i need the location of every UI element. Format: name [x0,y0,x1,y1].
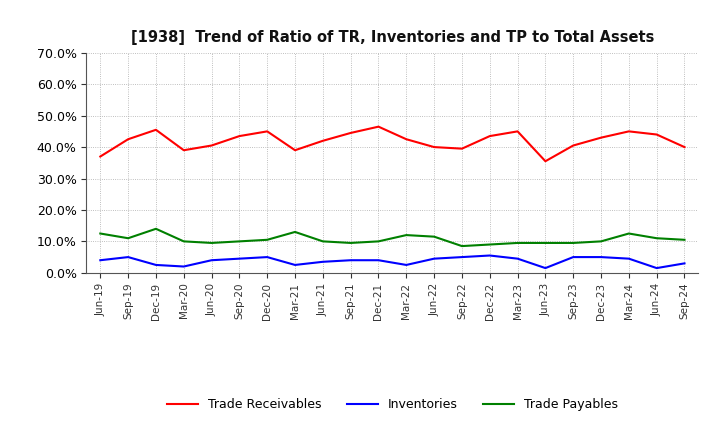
Trade Payables [124,235,132,241]
Inventories [513,256,522,261]
Trade Payables [291,229,300,235]
Trade Payables [152,226,161,231]
Trade Receivables [235,133,243,139]
Inventories [374,257,383,263]
Trade Payables [346,240,355,246]
Trade Payables [96,231,104,236]
Trade Payables [374,239,383,244]
Trade Receivables [569,143,577,148]
Trade Receivables [96,154,104,159]
Legend: Trade Receivables, Inventories, Trade Payables: Trade Receivables, Inventories, Trade Pa… [162,393,623,416]
Trade Receivables [624,129,633,134]
Trade Receivables [124,136,132,142]
Trade Payables [624,231,633,236]
Trade Receivables [430,144,438,150]
Inventories [235,256,243,261]
Inventories [291,262,300,268]
Trade Payables [569,240,577,246]
Trade Payables [458,243,467,249]
Inventories [346,257,355,263]
Trade Payables [513,240,522,246]
Inventories [597,254,606,260]
Trade Payables [263,237,271,242]
Inventories [179,264,188,269]
Inventories [624,256,633,261]
Inventories [430,256,438,261]
Trade Payables [485,242,494,247]
Trade Payables [402,232,410,238]
Inventories [652,265,661,271]
Trade Receivables [152,127,161,132]
Inventories [318,259,327,264]
Trade Receivables [291,147,300,153]
Trade Receivables [652,132,661,137]
Inventories [485,253,494,258]
Trade Payables [179,239,188,244]
Line: Trade Payables: Trade Payables [100,229,685,246]
Trade Receivables [207,143,216,148]
Trade Receivables [597,135,606,140]
Trade Receivables [513,129,522,134]
Trade Receivables [402,136,410,142]
Trade Receivables [263,129,271,134]
Inventories [680,261,689,266]
Trade Payables [318,239,327,244]
Inventories [207,257,216,263]
Inventories [124,254,132,260]
Inventories [541,265,550,271]
Trade Payables [207,240,216,246]
Trade Receivables [458,146,467,151]
Trade Receivables [346,130,355,136]
Trade Payables [597,239,606,244]
Inventories [152,262,161,268]
Trade Receivables [318,138,327,143]
Inventories [263,254,271,260]
Inventories [569,254,577,260]
Trade Receivables [485,133,494,139]
Line: Trade Receivables: Trade Receivables [100,127,685,161]
Trade Payables [541,240,550,246]
Trade Payables [680,237,689,242]
Inventories [402,262,410,268]
Inventories [458,254,467,260]
Trade Receivables [680,144,689,150]
Trade Receivables [541,158,550,164]
Trade Payables [235,239,243,244]
Trade Payables [430,234,438,239]
Trade Payables [652,235,661,241]
Line: Inventories: Inventories [100,256,685,268]
Inventories [96,257,104,263]
Trade Receivables [179,147,188,153]
Title: [1938]  Trend of Ratio of TR, Inventories and TP to Total Assets: [1938] Trend of Ratio of TR, Inventories… [131,29,654,45]
Trade Receivables [374,124,383,129]
